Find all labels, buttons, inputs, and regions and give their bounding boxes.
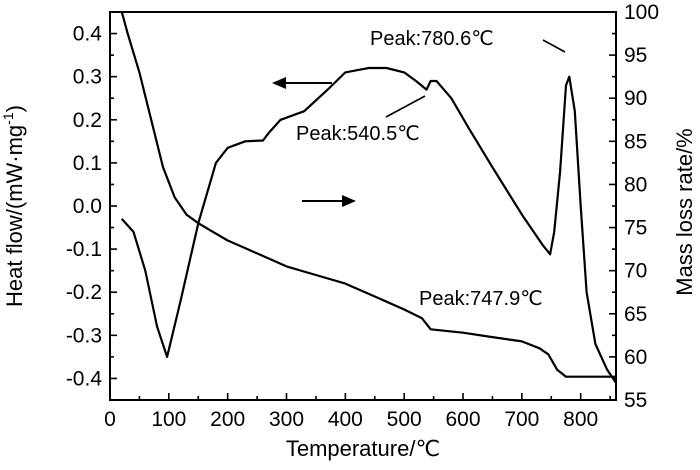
y-left-tick-label: 0.0: [73, 195, 102, 218]
y-right-tick-label: 65: [624, 303, 647, 326]
x-tick-label: 300: [269, 408, 304, 431]
y-left-tick-label: 0.4: [73, 23, 103, 46]
x-tick-label: 700: [504, 408, 539, 431]
y-right-tick-label: 90: [624, 87, 647, 110]
y-right-tick-label: 85: [624, 130, 647, 153]
y-right-tick-label: 75: [624, 217, 647, 240]
y-left-tick-label: -0.1: [66, 238, 102, 261]
annotation-peak-780: Peak:780.6℃: [370, 28, 494, 50]
y-right-tick-label: 80: [624, 173, 647, 196]
y-left-tick-label: -0.2: [66, 281, 102, 304]
x-tick-label: 200: [210, 408, 245, 431]
annotation-peak-747: Peak:747.9℃: [419, 288, 543, 310]
y-axis-left-title: Heat flow/(mW·mg-1): [0, 105, 27, 307]
y-right-tick-label: 100: [624, 1, 659, 24]
leader-peak-540: [385, 95, 426, 118]
x-tick-label: 600: [445, 408, 480, 431]
axis-ticks: [109, 11, 616, 401]
y-axis-left-title-main: Heat flow/(mW·mg: [2, 125, 27, 307]
axis-tick-labels: 0 100 200 300 400 500 600 700 800 0.4 0.3 0.2 0.1 0.0…: [66, 1, 659, 431]
y-left-tick-label: -0.3: [66, 324, 102, 347]
y-left-tick-label: 0.3: [73, 66, 102, 89]
series-mass-loss-line: [120, 11, 616, 378]
arrow-right-axis: [302, 195, 356, 207]
y-axis-left-title-sup: -1: [0, 112, 16, 125]
y-axis-right-title: Mass loss rate/%: [672, 128, 697, 296]
x-tick-label: 0: [104, 408, 116, 431]
y-right-tick-label: 70: [624, 260, 647, 283]
x-tick-label: 800: [563, 408, 598, 431]
y-left-tick-label: -0.4: [66, 367, 103, 390]
y-right-tick-label: 55: [624, 389, 647, 412]
y-right-tick-label: 60: [624, 346, 647, 369]
y-left-tick-label: 0.2: [73, 109, 102, 132]
leader-peak-780: [542, 39, 566, 53]
y-left-tick-label: 0.1: [73, 152, 102, 175]
x-tick-label: 500: [387, 408, 422, 431]
x-tick-label: 400: [328, 408, 363, 431]
y-right-tick-label: 95: [624, 44, 647, 67]
series-heat-flow-line: [120, 66, 617, 384]
annotation-peak-540: Peak:540.5℃: [296, 123, 420, 145]
y-axis-left-title-end: ): [2, 105, 27, 112]
arrow-left-axis: [272, 77, 332, 89]
x-axis-title: Temperature/℃: [286, 436, 440, 461]
x-tick-label: 100: [151, 408, 186, 431]
